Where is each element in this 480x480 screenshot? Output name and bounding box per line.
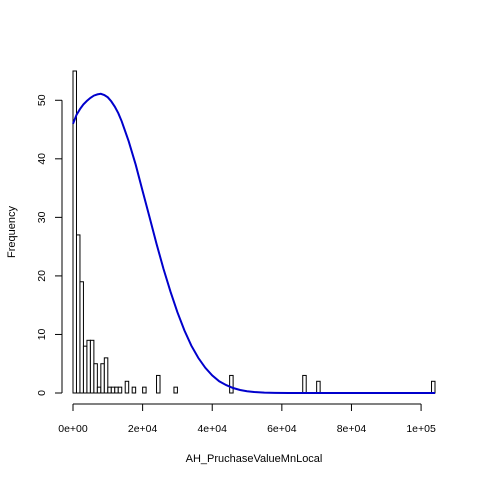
- density-curve: [72, 92, 435, 394]
- histogram-bar-13: [117, 386, 123, 394]
- x-tick-label-1: 2e+04: [128, 423, 158, 435]
- y-axis: 0 10 20 30 40 50: [36, 94, 63, 396]
- histogram-bar-7: [96, 386, 102, 394]
- histogram-bar-12: [114, 386, 119, 394]
- histogram-bar-11: [110, 386, 116, 394]
- histogram-bar-17: [156, 374, 161, 394]
- histogram-bar-18: [173, 386, 178, 394]
- histogram-bars: [72, 70, 436, 394]
- x-tick-label-2: 4e+04: [197, 423, 227, 435]
- histogram-bar-14: [124, 380, 130, 394]
- histogram-bar-5: [89, 339, 95, 394]
- histogram-bar-22: [431, 380, 436, 394]
- histogram-bar-19: [229, 374, 234, 394]
- x-tick-label-3: 6e+04: [267, 423, 297, 435]
- y-tick-label-3: 30: [36, 211, 48, 223]
- histogram-bar-0: [72, 70, 77, 394]
- y-tick-label-5: 50: [36, 94, 48, 106]
- histogram-bar-3: [82, 345, 88, 394]
- histogram-bar-16: [142, 386, 147, 394]
- histogram-bar-21: [316, 380, 321, 394]
- y-tick-label-2: 20: [36, 270, 48, 282]
- x-tick-label-5: 1e+05: [406, 423, 436, 435]
- histogram-bar-1: [75, 234, 81, 394]
- histogram-bar-8: [100, 363, 105, 394]
- histogram-bar-9: [103, 357, 109, 394]
- x-axis: 0e+00 2e+04 4e+04 6e+04 8e+04 1e+05: [58, 403, 436, 435]
- histogram-bar-2: [79, 281, 84, 394]
- x-tick-label-0: 0e+00: [58, 423, 88, 435]
- histogram-bar-4: [86, 339, 91, 394]
- y-tick-label-0: 0: [36, 390, 48, 396]
- histogram-bar-10: [107, 386, 112, 394]
- histogram-bar-15: [131, 386, 137, 394]
- histogram-bar-6: [93, 363, 98, 394]
- y-axis-label: Frequency: [6, 206, 18, 258]
- x-axis-label: AH_PruchaseValueMnLocal: [186, 453, 323, 465]
- histogram-bar-20: [302, 374, 307, 394]
- x-tick-label-4: 8e+04: [337, 423, 367, 435]
- y-tick-label-4: 40: [36, 153, 48, 165]
- y-tick-label-1: 10: [36, 328, 48, 340]
